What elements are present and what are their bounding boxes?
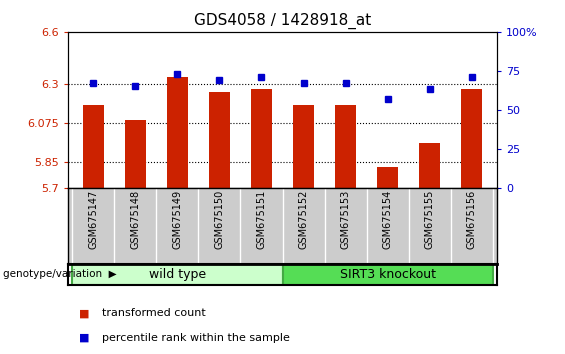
Text: GSM675153: GSM675153 bbox=[341, 190, 351, 249]
Bar bbox=[167, 77, 188, 188]
Text: GSM675155: GSM675155 bbox=[425, 190, 435, 249]
Text: GSM675150: GSM675150 bbox=[214, 190, 224, 249]
Bar bbox=[251, 89, 272, 188]
Bar bbox=[72, 264, 282, 285]
Bar bbox=[82, 104, 103, 188]
Text: ■: ■ bbox=[79, 308, 90, 318]
Text: SIRT3 knockout: SIRT3 knockout bbox=[340, 268, 436, 281]
Text: percentile rank within the sample: percentile rank within the sample bbox=[102, 333, 290, 343]
Text: GSM675147: GSM675147 bbox=[88, 190, 98, 249]
Text: GSM675156: GSM675156 bbox=[467, 190, 477, 249]
Bar bbox=[125, 120, 146, 188]
Bar bbox=[282, 264, 493, 285]
Text: GSM675151: GSM675151 bbox=[257, 190, 267, 249]
Text: ■: ■ bbox=[79, 333, 90, 343]
Bar bbox=[335, 104, 356, 188]
Bar bbox=[293, 104, 314, 188]
Bar bbox=[462, 89, 483, 188]
Title: GDS4058 / 1428918_at: GDS4058 / 1428918_at bbox=[194, 13, 371, 29]
Text: GSM675152: GSM675152 bbox=[298, 190, 308, 249]
Text: transformed count: transformed count bbox=[102, 308, 206, 318]
Text: wild type: wild type bbox=[149, 268, 206, 281]
Text: GSM675154: GSM675154 bbox=[383, 190, 393, 249]
Bar bbox=[209, 92, 230, 188]
Text: genotype/variation  ▶: genotype/variation ▶ bbox=[3, 269, 116, 279]
Text: GSM675148: GSM675148 bbox=[130, 190, 140, 249]
Bar bbox=[377, 167, 398, 188]
Text: GSM675149: GSM675149 bbox=[172, 190, 182, 249]
Bar bbox=[419, 143, 440, 188]
